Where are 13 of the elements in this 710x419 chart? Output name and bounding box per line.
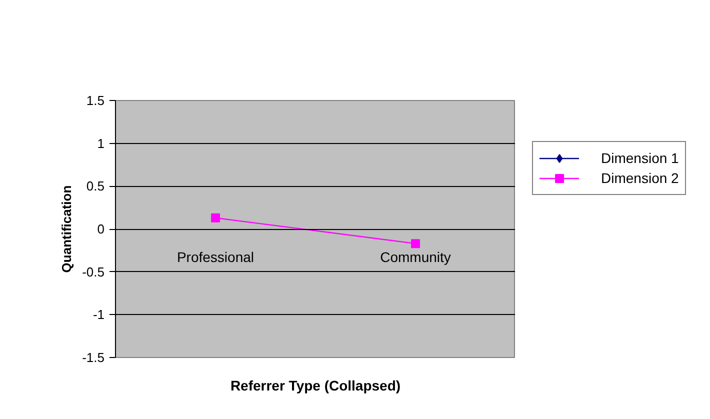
legend-label: Dimension 2	[601, 170, 679, 186]
y-tick-label: -1	[92, 307, 105, 322]
x-axis-title: Referrer Type (Collapsed)	[230, 378, 401, 394]
x-tick-label: Community	[380, 249, 451, 265]
y-tick-label: 1	[97, 136, 105, 151]
y-tick-label: 0	[97, 222, 105, 236]
y-tick-label: 0.5	[86, 178, 105, 194]
y-tick-label: -0.5	[82, 264, 105, 280]
x-tick-label: Professional	[176, 249, 254, 265]
y-tick-label: 1.5	[86, 93, 105, 108]
y-tick-label: -1.5	[82, 350, 105, 365]
legend-label: Dimension 1	[601, 150, 679, 166]
y-axis-title: Quantification	[59, 185, 74, 273]
